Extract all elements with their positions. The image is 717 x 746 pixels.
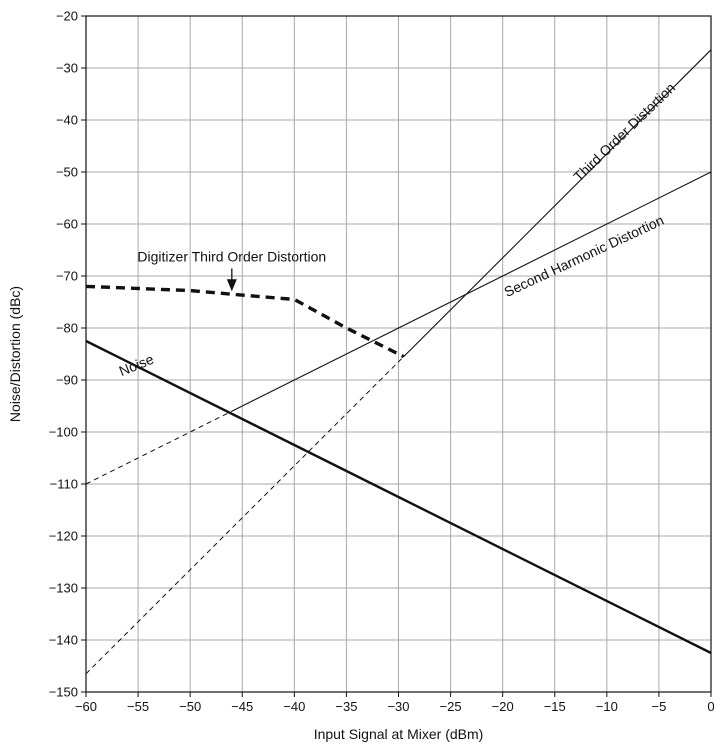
series-group — [85, 49, 712, 675]
y-tick-label: −40 — [56, 113, 78, 128]
y-tick-label: −110 — [50, 477, 78, 492]
x-tick-label: −50 — [179, 699, 201, 714]
series-digitizer-third-order-distortion — [85, 284, 405, 359]
x-tick-label: −5 — [652, 699, 667, 714]
y-tick-label: −90 — [56, 373, 78, 388]
annotation-digitizer-third-order-distortion: Digitizer Third Order Distortion — [137, 248, 326, 264]
y-tick-label: −70 — [56, 269, 78, 284]
x-tick-label: −45 — [231, 699, 253, 714]
series-third-order-distortion — [403, 49, 712, 357]
x-tick-label: −20 — [492, 699, 514, 714]
y-tick-label: −80 — [56, 321, 78, 336]
y-tick-label: −140 — [49, 633, 78, 648]
x-tick-label: 0 — [707, 699, 714, 714]
x-tick-label: −55 — [127, 699, 149, 714]
y-tick-label: −130 — [49, 581, 78, 596]
grid — [86, 16, 711, 692]
y-tick-label: −50 — [56, 165, 78, 180]
annotation-arrow-head — [226, 279, 237, 292]
y-tick-label: −150 — [49, 685, 78, 700]
x-tick-label: −30 — [387, 699, 409, 714]
x-axis-label: Input Signal at Mixer (dBm) — [314, 726, 484, 742]
x-tick-label: −15 — [544, 699, 566, 714]
y-tick-label: −120 — [49, 529, 78, 544]
y-tick-label: −100 — [49, 425, 78, 440]
y-axis-label: Noise/Distortion (dBc) — [7, 286, 23, 422]
x-tick-label: −10 — [596, 699, 618, 714]
tick-labels: −60 −55 −50 −45 −40 −35 −30 −25 −20 −15 −10 −5 0−20−… — [49, 9, 715, 715]
x-tick-label: −40 — [283, 699, 305, 714]
y-tick-label: −30 — [56, 61, 78, 76]
series-second-harmonic-distortion — [231, 171, 712, 412]
y-tick-label: −60 — [56, 217, 78, 232]
x-tick-label: −60 — [75, 699, 97, 714]
x-tick-label: −35 — [335, 699, 357, 714]
series-extrapolation-dashed — [85, 356, 405, 675]
y-tick-label: −20 — [56, 9, 78, 24]
series-extrapolation-dashed — [85, 410, 233, 485]
series-noise — [85, 339, 712, 655]
x-tick-label: −25 — [440, 699, 462, 714]
